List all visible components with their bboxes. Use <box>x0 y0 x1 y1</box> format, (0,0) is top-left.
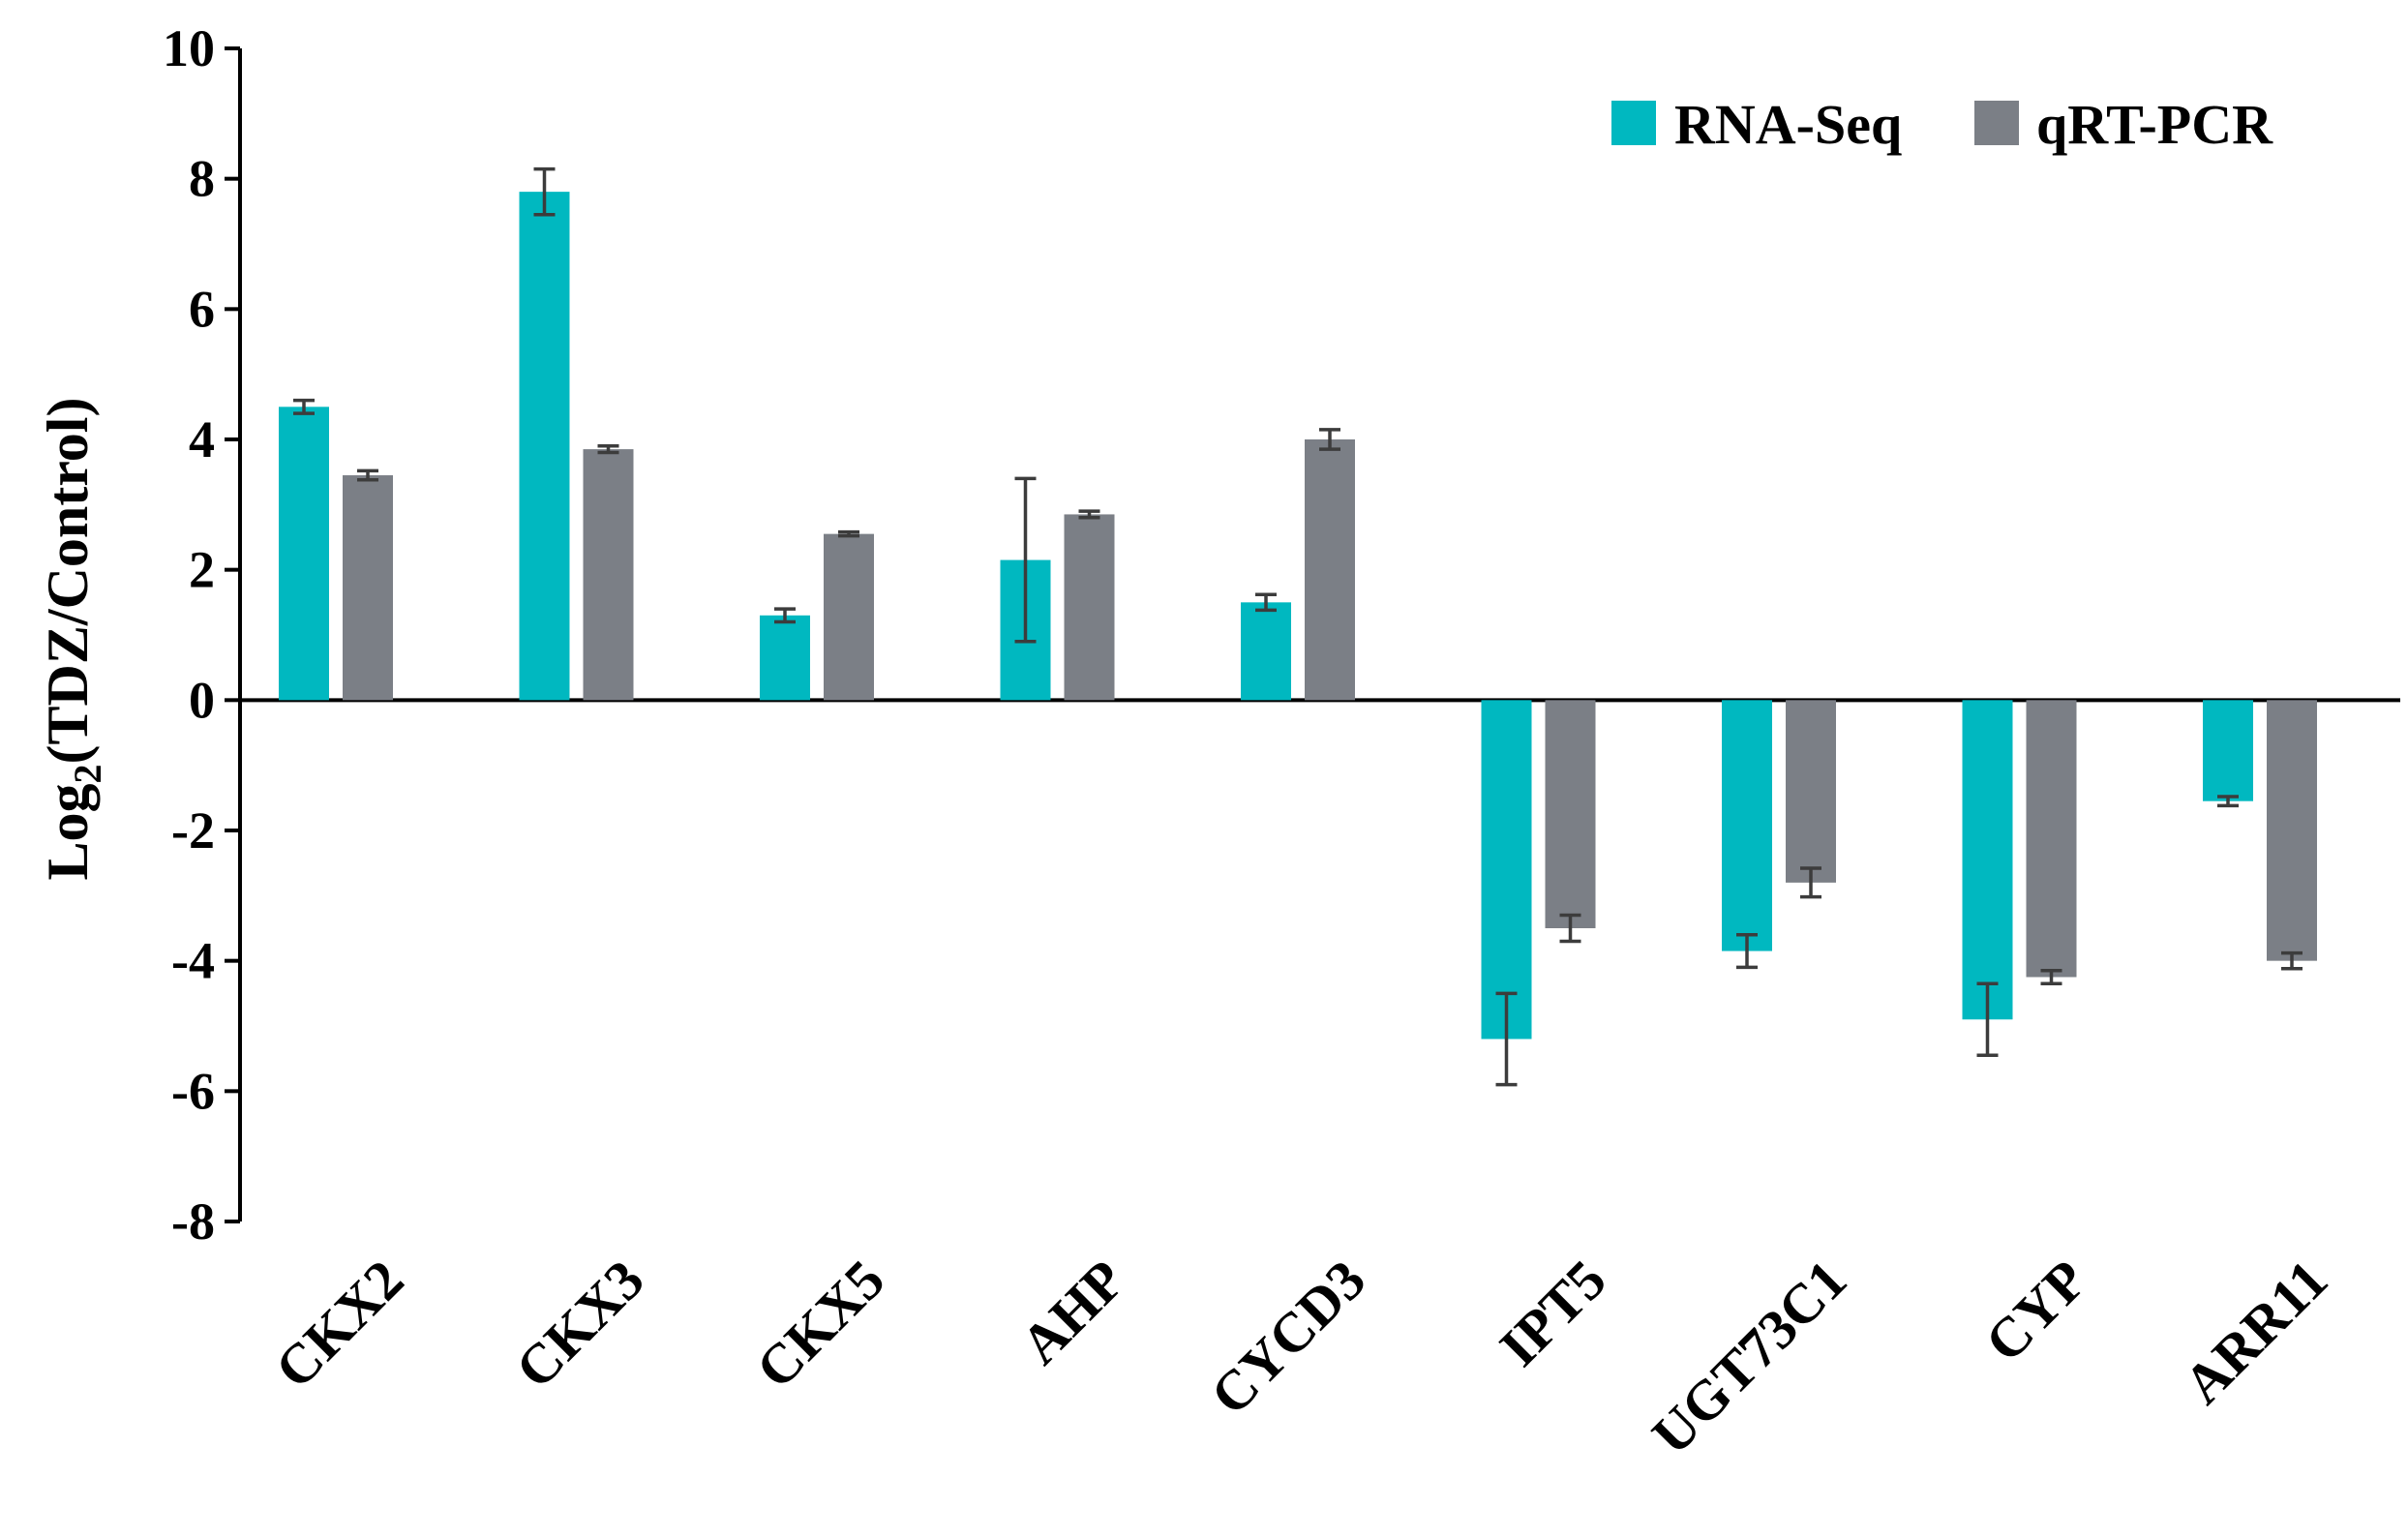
error-bar-qrt-pcr-arr11 <box>2281 950 2303 971</box>
error-bar-rna-seq-ckx5 <box>774 607 796 624</box>
error-bar-rna-seq-ckx3 <box>533 166 556 217</box>
error-bar-rna-seq-ipt5 <box>1495 991 1518 1087</box>
bar-qrt-pcr-ckx3 <box>583 449 634 701</box>
y-tick-label: 0 <box>189 671 215 729</box>
y-tick-label: 2 <box>189 541 215 599</box>
legend-swatch-rna-seq <box>1611 101 1656 145</box>
y-axis-title: Log2(TDZ/Control) <box>36 398 109 881</box>
y-tick-label: -8 <box>171 1192 215 1251</box>
y-axis-title-prefix: Log <box>36 783 100 880</box>
bar-rna-seq-ipt5 <box>1481 700 1532 1040</box>
error-bar-qrt-pcr-ckx5 <box>838 529 859 538</box>
error-bar-qrt-pcr-cyp <box>2040 969 2062 985</box>
error-bar-rna-seq-cyp <box>1976 981 1999 1058</box>
error-bar-qrt-pcr-ckx2 <box>357 468 378 482</box>
bar-qrt-pcr-ahp <box>1064 514 1115 701</box>
error-bar-qrt-pcr-ckx3 <box>597 443 619 455</box>
bar-rna-seq-ckx5 <box>760 615 810 701</box>
error-bar-qrt-pcr-ipt5 <box>1559 913 1581 944</box>
legend-label-rna-seq: RNA-Seq <box>1674 93 1902 156</box>
plot-area: 10 8 6 4 2 0 -2 -4 -6 -8 CKX2 CKX3 CKX5 AHP CYCD3 IPT5 U… <box>163 19 2400 1466</box>
bar-qrt-pcr-cyp <box>2026 700 2077 978</box>
error-bar-rna-seq-ckx2 <box>293 398 315 415</box>
y-tick-label: 6 <box>189 280 215 338</box>
legend-swatch-qrt-pcr <box>1974 101 2019 145</box>
bar-qrt-pcr-arr11 <box>2267 700 2317 961</box>
x-category-label-cycd3: CYCD3 <box>1198 1248 1377 1427</box>
y-tick-label: -2 <box>171 801 215 859</box>
y-tick-label: 10 <box>163 19 215 77</box>
x-category-label-ahp: AHP <box>1008 1248 1137 1376</box>
bar-qrt-pcr-ipt5 <box>1545 700 1596 928</box>
error-bar-qrt-pcr-ahp <box>1078 509 1100 520</box>
error-bar-rna-seq-ahp <box>1014 476 1037 644</box>
x-category-label-ipt5: IPT5 <box>1488 1248 1618 1378</box>
error-bar-qrt-pcr-ugt73c1 <box>1800 866 1821 899</box>
bar-qrt-pcr-ckx5 <box>824 533 874 701</box>
bar-rna-seq-ckx3 <box>519 192 570 701</box>
bar-rna-seq-cyp <box>1962 700 2013 1020</box>
bar-rna-seq-ugt73c1 <box>1722 700 1772 951</box>
x-category-label-ckx3: CKX3 <box>503 1248 656 1401</box>
legend-label-qrt-pcr: qRT-PCR <box>2036 93 2273 156</box>
x-category-label-cyp: CYP <box>1972 1248 2098 1373</box>
error-bar-rna-seq-cycd3 <box>1255 592 1277 613</box>
legend: RNA-Seq qRT-PCR <box>1611 93 2273 156</box>
error-bar-rna-seq-ugt73c1 <box>1736 932 1758 970</box>
x-category-label-arr11: ARR11 <box>2172 1248 2340 1416</box>
y-axis-title-subscript: 2 <box>66 764 109 783</box>
bar-rna-seq-ckx2 <box>279 407 329 701</box>
error-bar-qrt-pcr-cycd3 <box>1319 428 1340 451</box>
x-category-label-ckx2: CKX2 <box>263 1248 416 1401</box>
x-category-label-ckx5: CKX5 <box>744 1248 897 1401</box>
bar-qrt-pcr-ckx2 <box>343 475 393 701</box>
error-bar-rna-seq-arr11 <box>2217 795 2239 808</box>
y-tick-label: 4 <box>189 410 215 468</box>
y-tick-label: 8 <box>189 150 215 208</box>
bar-qrt-pcr-ugt73c1 <box>1786 700 1836 883</box>
bar-rna-seq-cycd3 <box>1241 602 1291 701</box>
y-tick-label: -4 <box>171 932 215 990</box>
bar-qrt-pcr-cycd3 <box>1305 439 1355 701</box>
y-axis-title-suffix: (TDZ/Control) <box>36 398 100 765</box>
bar-rna-seq-arr11 <box>2203 700 2253 801</box>
y-tick-label: -6 <box>171 1062 215 1120</box>
x-category-label-ugt73c1: UGT73C1 <box>1640 1248 1858 1466</box>
